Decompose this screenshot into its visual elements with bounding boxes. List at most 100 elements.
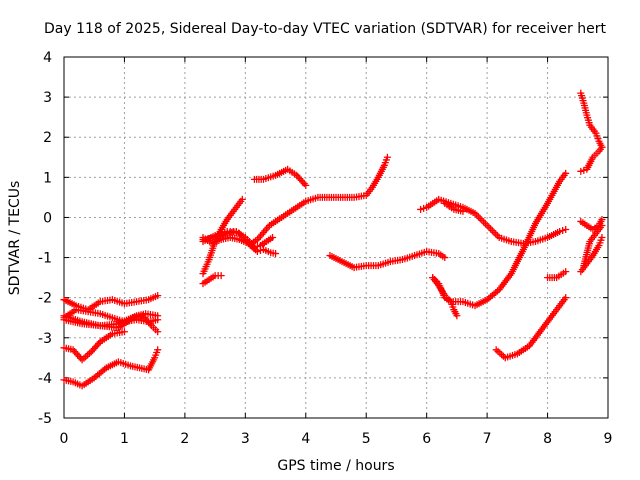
- grid-lines: [64, 57, 608, 418]
- data-point: [483, 221, 491, 229]
- x-tick-label: 4: [301, 431, 310, 447]
- data-point: [154, 292, 162, 300]
- series-arc-18: [492, 294, 570, 362]
- sample-mark: [480, 218, 488, 226]
- data-point: [556, 227, 564, 235]
- data-points: [60, 89, 606, 390]
- series-arc-20: [577, 89, 606, 151]
- x-tick-label: 1: [120, 431, 129, 447]
- sample-mark: [485, 223, 493, 231]
- sample-mark: [142, 315, 150, 323]
- data-point: [87, 348, 95, 356]
- series-arc-12: [250, 165, 310, 189]
- y-axis-label: SDTVAR / TECUs: [7, 181, 23, 296]
- y-tick-label: 1: [43, 170, 52, 186]
- data-point: [598, 234, 606, 241]
- data-point: [229, 227, 237, 235]
- data-point: [269, 234, 277, 241]
- sample-mark: [143, 317, 151, 325]
- sample-mark: [146, 320, 154, 328]
- data-point: [459, 207, 467, 215]
- data-point: [562, 225, 570, 233]
- sample-mark: [296, 175, 304, 183]
- sample-mark: [90, 344, 98, 352]
- sample-mark: [92, 343, 100, 351]
- sample-mark: [294, 173, 302, 181]
- data-point: [598, 143, 606, 151]
- data-point: [562, 169, 570, 177]
- chart-title: Day 118 of 2025, Sidereal Day-to-day VTE…: [44, 21, 606, 37]
- data-point: [272, 250, 280, 258]
- series-arc-5: [60, 328, 128, 364]
- sample-mark: [481, 220, 489, 228]
- sample-mark: [72, 349, 80, 357]
- series-arc-22: [577, 215, 606, 233]
- x-tick-label: 9: [604, 431, 613, 447]
- data-point: [217, 272, 225, 280]
- sample-mark: [476, 215, 484, 223]
- data-point: [441, 254, 449, 262]
- sample-mark: [140, 313, 148, 321]
- data-point: [302, 181, 310, 189]
- y-tick-label: -4: [38, 371, 52, 387]
- data-point: [253, 248, 261, 256]
- sample-mark: [75, 352, 83, 360]
- sample-mark: [299, 178, 307, 186]
- sample-mark: [492, 230, 500, 238]
- sample-mark: [580, 166, 588, 174]
- y-tick-label: 0: [43, 210, 52, 226]
- series-arc-4: [60, 312, 162, 336]
- y-tick-label: -2: [38, 291, 52, 307]
- sample-mark: [487, 225, 495, 233]
- sample-mark: [89, 346, 97, 354]
- x-axis-label: GPS time / hours: [277, 458, 394, 474]
- data-point: [154, 346, 162, 354]
- data-point: [120, 328, 128, 336]
- data-point: [453, 312, 461, 320]
- axis-ticks: 0 1 2 3 4 5 6 7 8 9 -5 -4 -3 -2 -1 0 1 2 3 4: [38, 50, 612, 447]
- series-arc-10: [199, 234, 280, 258]
- data-point: [417, 205, 425, 213]
- y-tick-label: 4: [43, 50, 52, 66]
- sample-mark: [232, 228, 240, 236]
- series-arc-13: [326, 248, 449, 272]
- sample-mark: [74, 351, 82, 359]
- sample-mark: [488, 227, 496, 235]
- series-arc-24: [580, 221, 606, 270]
- data-point: [562, 268, 570, 276]
- sample-mark: [490, 228, 498, 236]
- data-point: [238, 195, 246, 203]
- series-arc-21: [577, 143, 606, 175]
- series-arc-19: [544, 268, 570, 282]
- series-arc-16: [429, 274, 461, 320]
- data-point: [598, 215, 606, 223]
- series-arc-8: [199, 153, 391, 248]
- sample-mark: [559, 226, 567, 234]
- sample-mark: [297, 176, 305, 184]
- y-tick-label: -1: [38, 251, 52, 267]
- sample-mark: [474, 213, 482, 221]
- x-tick-label: 6: [422, 431, 431, 447]
- x-tick-label: 0: [60, 431, 69, 447]
- data-point: [154, 312, 162, 320]
- x-tick-label: 8: [543, 431, 552, 447]
- sample-mark: [71, 347, 79, 355]
- y-tick-label: -5: [38, 411, 52, 427]
- sample-mark: [300, 180, 308, 188]
- data-point: [154, 328, 162, 336]
- data-point: [139, 312, 147, 320]
- x-tick-label: 5: [362, 431, 371, 447]
- sample-mark: [145, 318, 153, 326]
- data-point: [562, 294, 570, 302]
- sample-mark: [93, 341, 101, 349]
- series-arc-17: [441, 199, 467, 215]
- y-tick-label: 3: [43, 90, 52, 106]
- x-tick-label: 3: [241, 431, 250, 447]
- x-tick-label: 2: [180, 431, 189, 447]
- sample-mark: [420, 204, 428, 212]
- data-point: [383, 153, 391, 161]
- series-arc-11: [199, 272, 225, 288]
- series-arc-1: [60, 292, 162, 314]
- y-tick-label: -3: [38, 331, 52, 347]
